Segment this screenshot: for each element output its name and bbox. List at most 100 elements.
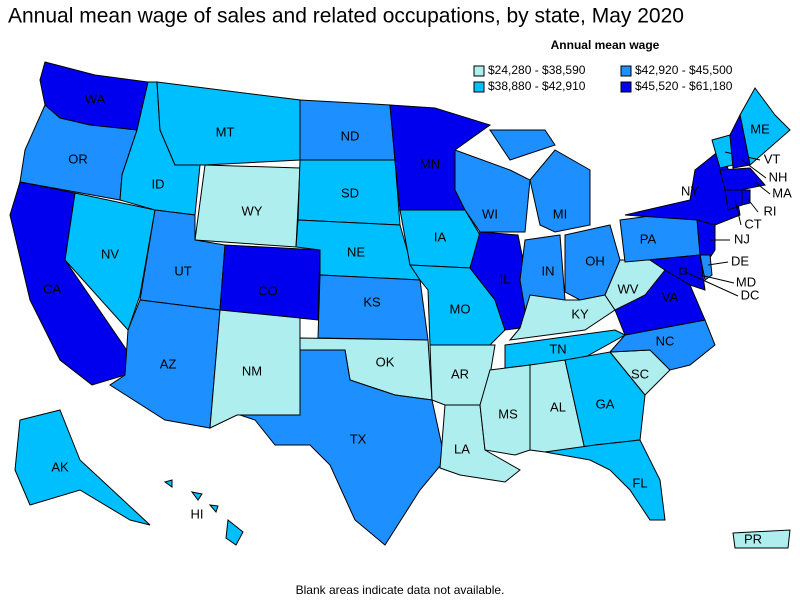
state-shape — [504, 329, 627, 369]
footnote: Blank areas indicate data not available. — [296, 583, 505, 597]
state-label: CT — [744, 216, 761, 231]
state-shape — [648, 254, 706, 291]
state-shape — [208, 504, 219, 513]
legend-swatch — [473, 81, 485, 93]
state-label: IN — [542, 263, 555, 278]
state-label: IL — [500, 271, 511, 286]
state: NC — [608, 319, 716, 371]
state-label: CO — [258, 283, 278, 298]
state-shape — [741, 189, 751, 206]
state-label: OR — [68, 151, 88, 166]
leader-line — [707, 261, 729, 266]
state-label: PR — [744, 531, 762, 546]
state-label: DE — [731, 253, 749, 268]
state: NV — [64, 192, 156, 331]
state-label: NJ — [734, 231, 750, 246]
state: FL — [544, 439, 666, 521]
state-label: RI — [764, 203, 777, 218]
state-label: MN — [420, 156, 440, 171]
state-label: LA — [454, 441, 470, 456]
state-label: SD — [341, 185, 359, 200]
leader-line — [682, 270, 739, 297]
state: CO — [219, 244, 321, 321]
title: Annual mean wage of sales and related oc… — [8, 5, 684, 28]
leader-line — [754, 181, 771, 195]
state-shape — [699, 254, 713, 281]
legend-swatch — [620, 65, 632, 77]
state: KS — [317, 274, 429, 341]
leader-line — [734, 199, 742, 226]
state-label: ME — [750, 121, 770, 136]
state: NM — [209, 309, 301, 429]
legend-label: $42,920 - $45,500 — [635, 63, 733, 77]
legend-label: $24,280 - $38,590 — [488, 63, 586, 77]
leader-line — [746, 197, 759, 213]
state-label: OK — [376, 354, 395, 369]
state-label: AK — [51, 459, 69, 474]
state-label: DC — [741, 287, 760, 302]
state-label: PA — [640, 231, 657, 246]
state-label: MA — [772, 185, 792, 200]
state-label: AL — [550, 399, 566, 414]
state-shape — [529, 149, 591, 233]
state: MI — [489, 129, 591, 233]
state-shape — [544, 439, 666, 521]
state: DC — [679, 267, 760, 302]
state-shape — [190, 491, 203, 501]
state-label: NC — [656, 333, 675, 348]
legend-swatch — [620, 81, 632, 93]
state-label: SC — [631, 366, 649, 381]
legend-label: $45,520 - $61,180 — [635, 79, 733, 93]
state-label: TX — [350, 431, 367, 446]
state: WV — [604, 259, 666, 311]
state-label: WI — [482, 206, 498, 221]
state-shape — [732, 529, 791, 549]
state-label: IA — [434, 229, 447, 244]
state: TX — [239, 349, 446, 546]
state-label: MO — [450, 301, 471, 316]
state-shape — [225, 519, 244, 546]
state-label: OH — [585, 253, 605, 268]
state: TN — [504, 329, 627, 369]
state-shape — [163, 479, 173, 488]
state-label: AZ — [160, 356, 177, 371]
legend-label: $38,880 - $42,910 — [488, 79, 586, 93]
state-label: FL — [632, 475, 647, 490]
state-label: AR — [451, 366, 469, 381]
state-label: CA — [43, 281, 61, 296]
state: NH — [729, 113, 788, 184]
state-label: WY — [242, 203, 263, 218]
state-label: NH — [769, 169, 788, 184]
state-label: MD — [736, 274, 756, 289]
state: AK — [14, 409, 151, 526]
leader-line — [741, 159, 767, 179]
state: HI — [163, 479, 244, 546]
state-shape — [14, 409, 151, 526]
state: DE — [699, 253, 749, 281]
state: MO — [409, 264, 506, 346]
state-label: NE — [347, 244, 365, 259]
state-label: ID — [152, 176, 165, 191]
state-label: MT — [216, 124, 235, 139]
state-shape — [219, 244, 321, 321]
state-shape — [608, 319, 716, 371]
leader-line — [699, 274, 735, 284]
state-label: VA — [662, 289, 679, 304]
state: OK — [299, 337, 433, 401]
state-label: NV — [101, 246, 119, 261]
state: MA — [719, 167, 792, 200]
state-label: KY — [571, 306, 589, 321]
legend-swatch — [473, 65, 485, 77]
state-label: NY — [681, 183, 699, 198]
legend-title: Annual mean wage — [551, 38, 660, 52]
state-shape — [64, 192, 156, 331]
state-label: TN — [549, 341, 566, 356]
state: WI — [454, 149, 531, 233]
state-label: NM — [242, 363, 262, 378]
state-label: WA — [85, 91, 106, 106]
state-label: UT — [174, 263, 191, 278]
state-shape — [719, 167, 766, 191]
state-label: HI — [191, 506, 204, 521]
state-label: MI — [553, 206, 567, 221]
state: MT — [156, 81, 301, 166]
